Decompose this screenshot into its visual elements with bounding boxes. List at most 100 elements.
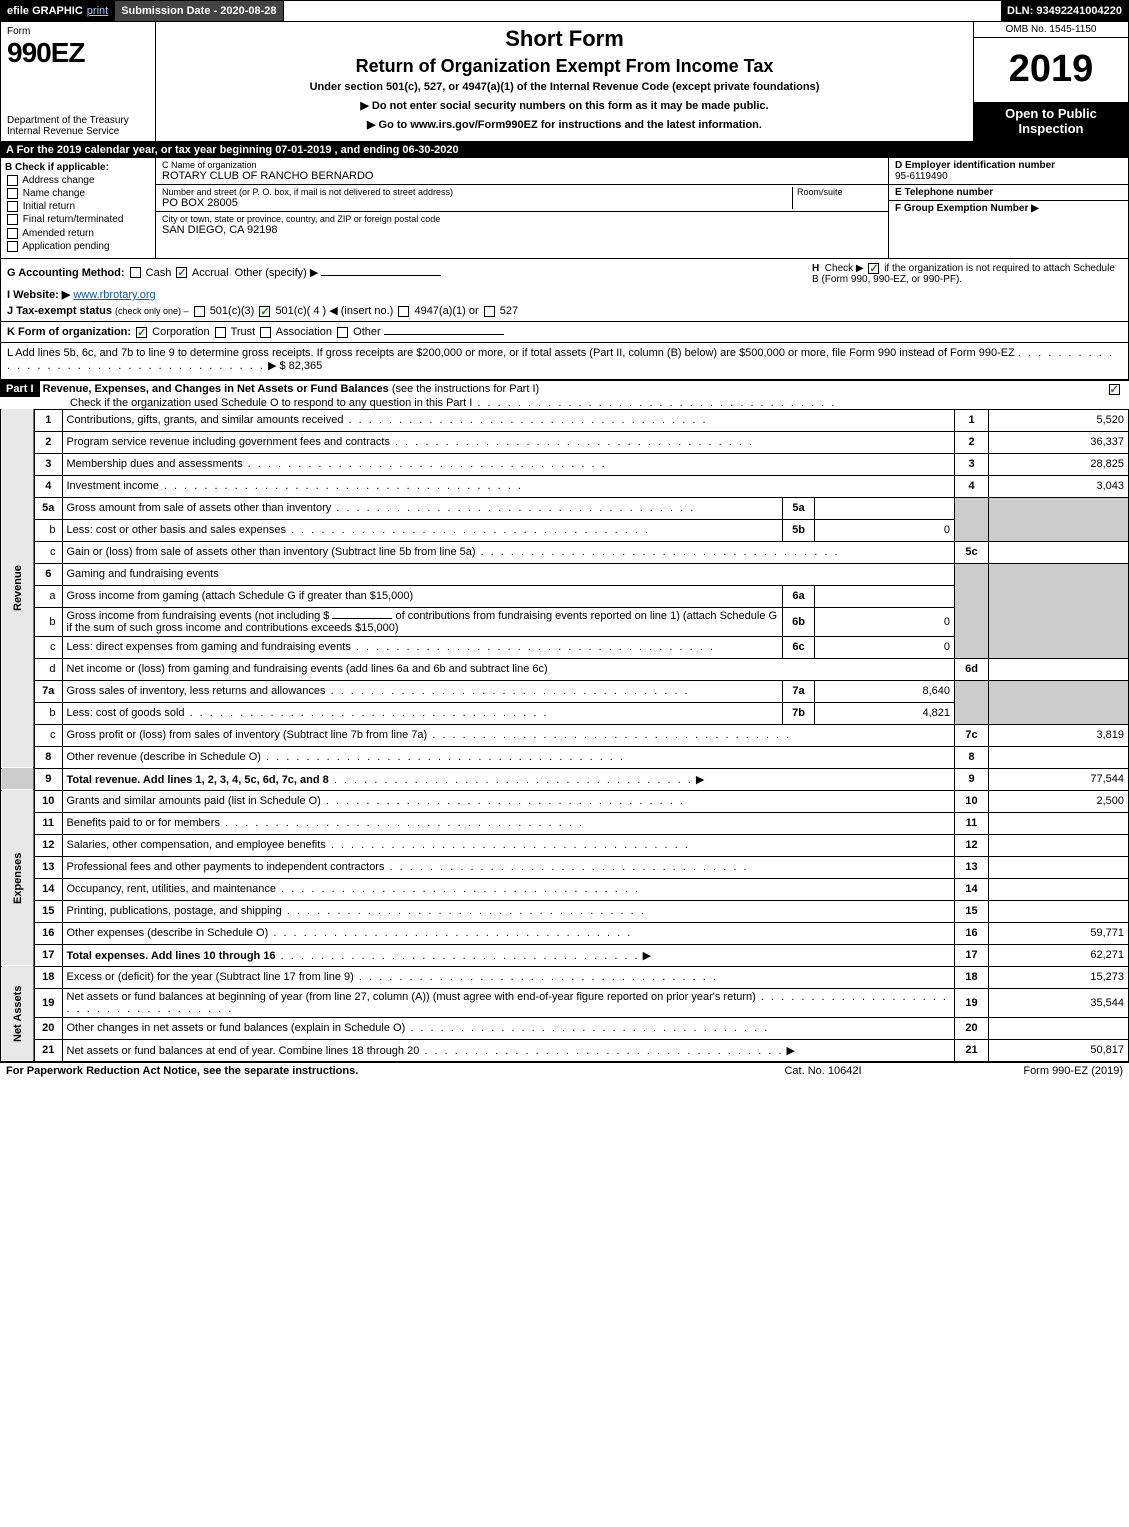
l-value: 82,365 — [289, 360, 323, 372]
val-7b: 4,821 — [815, 702, 955, 724]
part1-title: Revenue, Expenses, and Changes in Net As… — [43, 383, 389, 395]
footer-left: For Paperwork Reduction Act Notice, see … — [6, 1065, 723, 1077]
footer-cat: Cat. No. 10642I — [723, 1065, 923, 1077]
ck-trust[interactable] — [215, 327, 226, 338]
ck-527[interactable] — [484, 306, 495, 317]
goto-text: ▶ Go to www.irs.gov/Form990EZ for instru… — [367, 119, 762, 131]
goto-instr: ▶ Go to www.irs.gov/Form990EZ for instru… — [162, 118, 967, 131]
tax-year: 2019 — [974, 38, 1128, 102]
val-1: 5,520 — [989, 409, 1129, 431]
part1-subtitle: (see the instructions for Part I) — [392, 383, 539, 395]
val-5a — [815, 497, 955, 519]
under-section: Under section 501(c), 527, or 4947(a)(1)… — [162, 81, 967, 93]
no-ssn: ▶ Do not enter social security numbers o… — [162, 99, 967, 112]
val-5b: 0 — [815, 519, 955, 541]
box-b-label: B Check if applicable: — [5, 162, 109, 173]
g-other-input[interactable] — [321, 275, 441, 276]
val-11 — [989, 812, 1129, 834]
form-word: Form — [7, 26, 149, 37]
ghij-block: G Accounting Method: Cash Accrual Other … — [0, 259, 1129, 380]
room-suite: Room/suite — [792, 187, 882, 209]
part1-header-row: Part I Revenue, Expenses, and Changes in… — [0, 380, 1129, 409]
footer-form: Form 990-EZ (2019) — [923, 1065, 1123, 1077]
c-city-label: City or town, state or province, country… — [162, 214, 882, 224]
g-accounting: G Accounting Method: Cash Accrual Other … — [7, 266, 812, 279]
return-title: Return of Organization Exempt From Incom… — [162, 56, 967, 77]
section-revenue: Revenue — [1, 409, 35, 768]
val-7a: 8,640 — [815, 680, 955, 702]
ck-assoc[interactable] — [260, 327, 271, 338]
org-city: SAN DIEGO, CA 92198 — [162, 224, 882, 236]
box-b: B Check if applicable: Address change Na… — [1, 158, 156, 258]
val-20 — [989, 1017, 1129, 1039]
val-3: 28,825 — [989, 453, 1129, 475]
ck-final-return[interactable]: Final return/terminated — [5, 214, 151, 225]
org-street: PO BOX 28005 — [162, 197, 792, 209]
ck-amended[interactable]: Amended return — [5, 228, 151, 239]
omb-number: OMB No. 1545-1150 — [974, 22, 1128, 38]
f-group-label: F Group Exemption Number ▶ — [895, 203, 1039, 214]
val-17: 62,271 — [989, 944, 1129, 966]
val-10: 2,500 — [989, 790, 1129, 812]
ck-accrual[interactable] — [176, 267, 187, 278]
val-18: 15,273 — [989, 966, 1129, 988]
val-4: 3,043 — [989, 475, 1129, 497]
top-bar: efile GRAPHIC print Submission Date - 20… — [0, 0, 1129, 22]
val-2: 36,337 — [989, 431, 1129, 453]
box-def: D Employer identification number 95-6119… — [888, 158, 1128, 258]
period-row: A For the 2019 calendar year, or tax yea… — [0, 142, 1129, 158]
d-ein-label: D Employer identification number — [895, 160, 1055, 171]
ck-cash[interactable] — [130, 267, 141, 278]
part1-label: Part I — [0, 381, 40, 397]
val-15 — [989, 900, 1129, 922]
dept-treasury: Department of the Treasury — [7, 115, 129, 126]
val-8 — [989, 746, 1129, 768]
form-number: 990EZ — [7, 37, 149, 69]
j-tax-exempt: J Tax-exempt status (check only one) – 5… — [7, 304, 1122, 317]
header-right: OMB No. 1545-1150 2019 Open to Public In… — [973, 22, 1128, 141]
k-form-org: K Form of organization: Corporation Trus… — [7, 326, 1122, 338]
val-19: 35,544 — [989, 988, 1129, 1017]
efile-cell: efile GRAPHIC print — [1, 1, 115, 21]
ck-initial-return[interactable]: Initial return — [5, 201, 151, 212]
l-gross-receipts: L Add lines 5b, 6c, and 7b to line 9 to … — [7, 347, 1122, 372]
val-6d — [989, 658, 1129, 680]
box-c: C Name of organization ROTARY CLUB OF RA… — [156, 158, 888, 258]
d-ein: 95-6119490 — [895, 171, 948, 182]
val-21: 50,817 — [989, 1039, 1129, 1061]
ck-other-org[interactable] — [337, 327, 348, 338]
val-14 — [989, 878, 1129, 900]
org-name: ROTARY CLUB OF RANCHO BERNARDO — [162, 170, 882, 182]
val-5c — [989, 541, 1129, 563]
c-name-label: C Name of organization — [162, 160, 882, 170]
i-website: I Website: ▶ www.rbrotary.org — [7, 288, 1122, 301]
print-link[interactable]: print — [87, 5, 108, 17]
ck-501c3[interactable] — [194, 306, 205, 317]
val-6b: 0 — [815, 607, 955, 636]
ck-schedule-o[interactable] — [1109, 384, 1120, 395]
h-block: H Check ▶ if the organization is not req… — [812, 263, 1122, 285]
e-tel-label: E Telephone number — [895, 187, 993, 198]
ck-4947[interactable] — [398, 306, 409, 317]
efile-label: efile GRAPHIC — [7, 5, 83, 17]
section-expenses: Expenses — [1, 790, 35, 966]
open-public: Open to Public Inspection — [974, 102, 1128, 141]
form-header: Form 990EZ Department of the Treasury In… — [0, 22, 1129, 142]
submission-date: Submission Date - 2020-08-28 — [115, 1, 283, 21]
c-street-label: Number and street (or P. O. box, if mail… — [162, 187, 792, 197]
ck-corp[interactable] — [136, 327, 147, 338]
ck-name-change[interactable]: Name change — [5, 188, 151, 199]
ck-address-change[interactable]: Address change — [5, 175, 151, 186]
section-netassets: Net Assets — [1, 966, 35, 1061]
website-link[interactable]: www.rbrotary.org — [73, 289, 155, 301]
header-mid: Short Form Return of Organization Exempt… — [156, 22, 973, 141]
ck-h[interactable] — [868, 263, 879, 274]
ck-501c[interactable] — [259, 306, 270, 317]
irs-label: Internal Revenue Service — [7, 126, 119, 137]
info-blockbcdef: B Check if applicable: Address change Na… — [0, 158, 1129, 259]
val-6a — [815, 585, 955, 607]
val-16: 59,771 — [989, 922, 1129, 944]
ck-app-pending[interactable]: Application pending — [5, 241, 151, 252]
val-7c: 3,819 — [989, 724, 1129, 746]
part1-check-o: Check if the organization used Schedule … — [0, 397, 836, 409]
